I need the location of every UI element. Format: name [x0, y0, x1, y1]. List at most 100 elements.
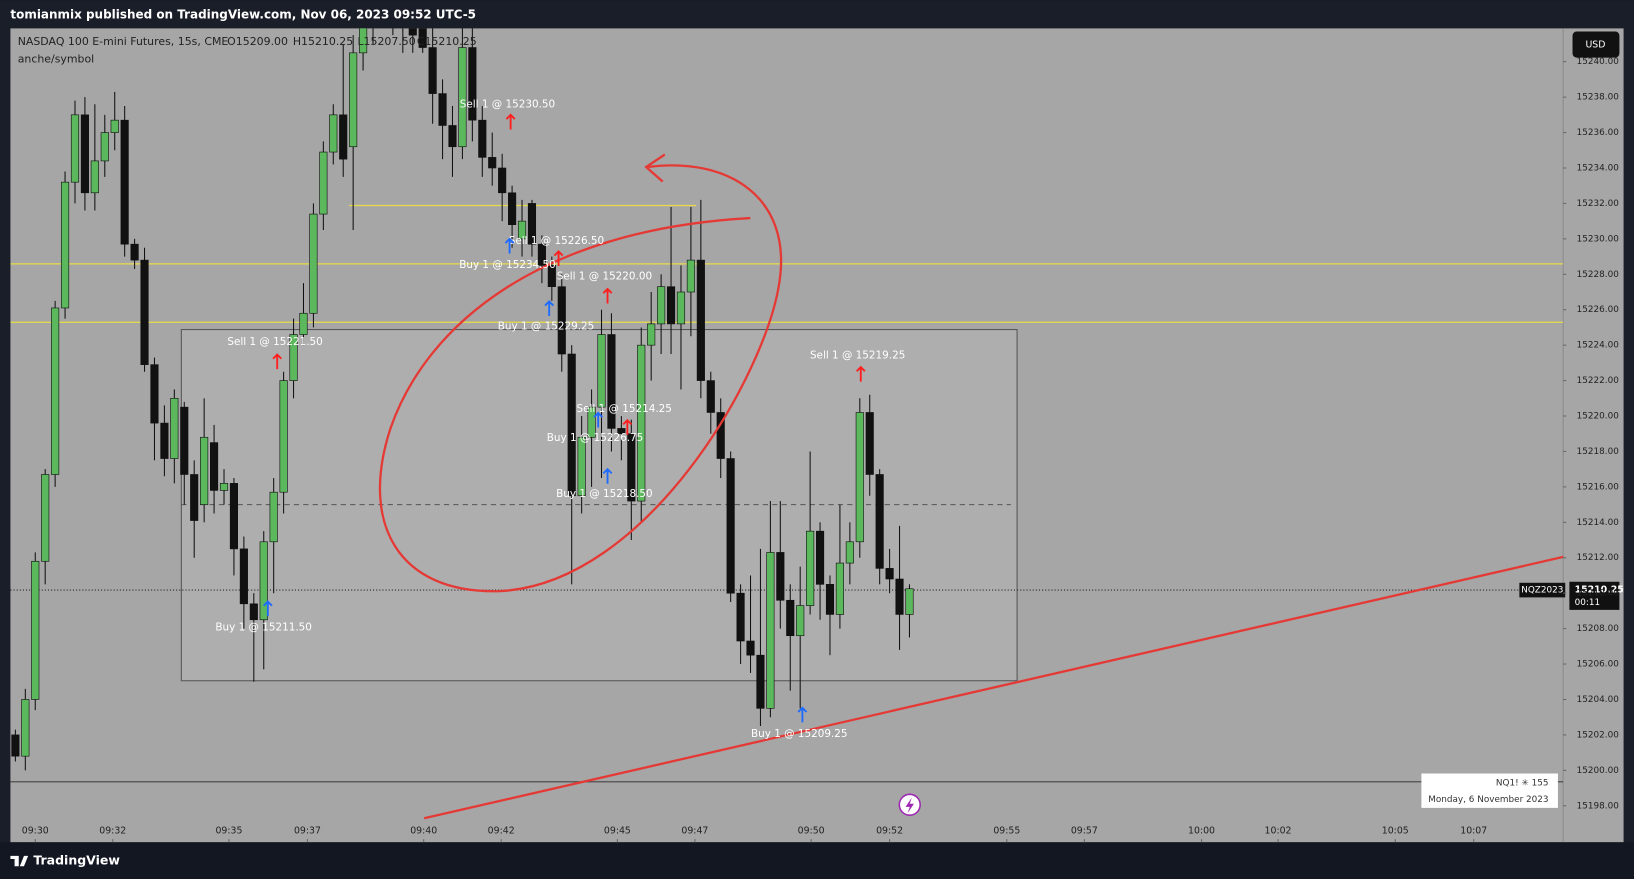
candle-body [557, 286, 566, 355]
candle-body [865, 412, 874, 475]
currency-button[interactable] [1572, 31, 1620, 58]
trade-label: Sell 1 @ 15214.25 [577, 403, 672, 415]
candle-body [309, 213, 318, 314]
candle-body [706, 380, 715, 413]
candle-body [647, 323, 656, 346]
candle-body [90, 160, 99, 194]
x-tick-label: 10:00 [1188, 825, 1215, 836]
legend-open: O15209.00 [227, 35, 288, 48]
candle-body [229, 483, 239, 550]
candle-body [577, 436, 586, 497]
candle-body [796, 605, 805, 637]
y-tick-label: 15238.00 [1577, 93, 1620, 103]
candle-body [299, 312, 308, 335]
candle-body [488, 157, 497, 169]
y-tick-label: 15212.00 [1577, 553, 1620, 563]
y-tick-label: 15222.00 [1577, 376, 1620, 386]
candle-body [448, 125, 457, 148]
trade-label: Sell 1 @ 15221.50 [227, 336, 322, 348]
x-tick-label: 10:07 [1460, 825, 1487, 836]
trade-arrow [797, 706, 808, 723]
legend-sub: anche/symbol [18, 53, 95, 66]
y-tick-label: 15228.00 [1577, 270, 1620, 280]
trade-label: Buy 1 @ 15211.50 [215, 622, 312, 634]
legend-symbol: NASDAQ 100 E-mini Futures, 15s, CME [18, 35, 229, 48]
candle-body [617, 428, 626, 435]
x-tick-label: 10:05 [1382, 825, 1409, 836]
candle-body [60, 181, 70, 309]
candle-body [746, 640, 755, 656]
x-tick-label: 09:45 [604, 825, 631, 836]
candle-body [716, 412, 725, 459]
trade-label: Sell 1 @ 15226.50 [509, 235, 604, 247]
candle-body [329, 114, 338, 153]
circle-drawing [378, 164, 783, 593]
event-icon-bolt [905, 797, 914, 814]
candle-body [11, 734, 20, 757]
trade-arrow [504, 237, 515, 254]
x-tick-label: 09:37 [294, 825, 321, 836]
y-tick-label: 15202.00 [1577, 730, 1620, 740]
trade-label: Buy 1 @ 15209.25 [751, 728, 848, 740]
candle-body [41, 474, 50, 562]
candle-body [855, 412, 864, 543]
candle-body [319, 151, 328, 215]
candle-body [219, 483, 229, 491]
trade-label: Sell 1 @ 15230.50 [460, 98, 555, 110]
drawings [10, 28, 1564, 820]
candle-body [349, 52, 358, 148]
candle-body [696, 259, 705, 381]
candle-body [905, 588, 914, 615]
candle-body [31, 560, 40, 700]
x-tick-label: 10:02 [1265, 825, 1292, 836]
candle-body [567, 353, 576, 497]
candle-body [418, 28, 427, 48]
candle-body [895, 578, 904, 615]
ticker-label: NQZ2023 [1521, 586, 1563, 596]
trade-label: Buy 1 @ 15234.50 [459, 259, 556, 271]
candle-body [607, 334, 616, 429]
candle-body [438, 93, 447, 126]
trade-label: Buy 1 @ 15229.25 [498, 320, 595, 332]
candle-body [289, 334, 298, 381]
candle-body [726, 458, 735, 594]
candle-body [627, 433, 636, 502]
candle-body [150, 364, 159, 424]
candle-body [428, 47, 437, 94]
candle-body [875, 474, 884, 569]
candle-body [527, 203, 537, 245]
y-tick-label: 15240.00 [1577, 57, 1620, 67]
candle-body [845, 541, 854, 564]
x-tick-label: 09:55 [993, 825, 1020, 836]
trade-arrow [505, 113, 516, 130]
annotations: Sell 1 @ 15230.50 Sell 1 @ 15226.50 Buy 1 … [215, 98, 905, 739]
trade-arrow [622, 418, 633, 435]
candle-body [170, 397, 179, 459]
candle-body [21, 699, 30, 757]
candle-body [786, 599, 795, 637]
trade-arrow [602, 287, 613, 304]
info-line: Monday, 6 November 2023 [1428, 795, 1548, 805]
candle-body [686, 259, 695, 293]
y-tick-label: 15236.00 [1577, 128, 1620, 138]
x-tick-label: 09:42 [488, 825, 515, 836]
trade-arrow [855, 365, 866, 382]
y-tick-label: 15214.00 [1577, 518, 1620, 528]
y-tick-label: 15234.00 [1577, 163, 1620, 173]
candle-body [806, 530, 815, 606]
y-tick-label: 15210.00 [1577, 589, 1620, 599]
candle-body [210, 442, 219, 491]
candles [11, 28, 914, 771]
candle-body [279, 380, 288, 493]
candle-body [110, 119, 119, 133]
ticker-tag [1519, 582, 1566, 598]
y-tick-label: 15208.00 [1577, 624, 1620, 634]
candle-body [408, 28, 417, 36]
legend-close: C15210.25 [417, 35, 477, 48]
logo-text: TradingView [33, 853, 120, 868]
candle-body [736, 592, 745, 642]
candle-body [547, 265, 556, 288]
candle-body [200, 436, 209, 505]
